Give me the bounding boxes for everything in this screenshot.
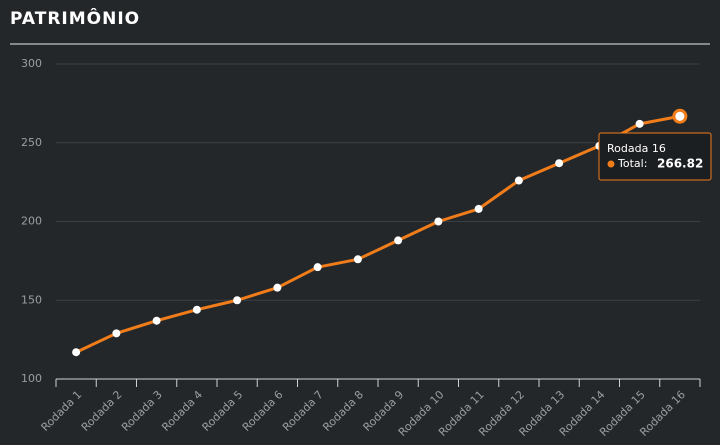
line (75, 114, 681, 354)
point (152, 316, 161, 325)
tooltip: Rodada 16 Total: 266.82 (598, 132, 712, 181)
point (72, 348, 81, 357)
x-tick-label: Rodada 5 (200, 388, 246, 434)
point (474, 204, 483, 213)
tooltip-value: 266.82 (657, 157, 703, 171)
tooltip-dot (607, 160, 615, 168)
point (514, 176, 523, 185)
point (192, 305, 201, 314)
point (434, 217, 443, 226)
x-tick-label: Rodada 8 (320, 388, 366, 434)
x-tick-label: Rodada 6 (240, 388, 286, 434)
point (112, 329, 121, 338)
y-tick-label: 150 (21, 293, 42, 306)
y-tick-label: 100 (21, 372, 42, 385)
y-tick-label: 200 (21, 215, 42, 228)
y-tick-label: 300 (21, 57, 42, 70)
x-tick-label: Rodada 3 (119, 388, 165, 434)
point (635, 119, 644, 128)
plot (72, 108, 688, 357)
tooltip-label: Total: (617, 157, 647, 170)
chart-title: PATRIMÔNIO (10, 7, 140, 29)
y-tick-label: 250 (21, 136, 42, 149)
point (555, 159, 564, 168)
point (233, 296, 242, 305)
point (273, 283, 282, 292)
x-tick-label: Rodada 1 (39, 388, 85, 434)
point (394, 236, 403, 245)
x-tick-label: Rodada 7 (280, 388, 326, 434)
x-tick-label: Rodada 2 (79, 388, 125, 434)
tooltip-box (598, 132, 712, 181)
point (313, 263, 322, 272)
point (353, 255, 362, 264)
x-tick-label: Rodada 4 (159, 388, 205, 434)
tooltip-title: Rodada 16 (607, 142, 666, 155)
point (672, 108, 688, 124)
